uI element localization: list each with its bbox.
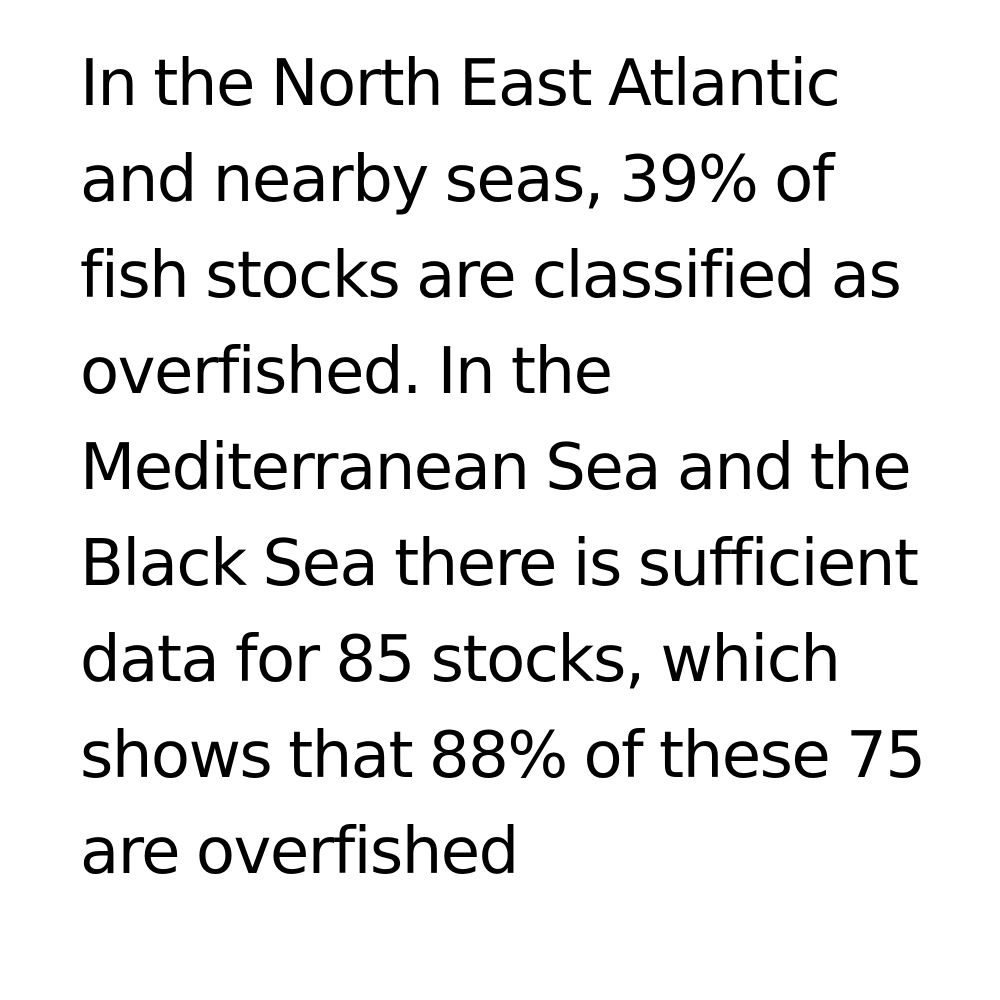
text-line-4: overfished. In the xyxy=(80,335,613,409)
text-line-5: Mediterranean Sea and the xyxy=(80,431,912,505)
text-line-2: and nearby seas, 39% of xyxy=(80,143,834,217)
text-line-9: are overfished xyxy=(80,815,519,889)
text-line-7: data for 85 stocks, which xyxy=(80,623,841,697)
text-line-3: fish stocks are classified as xyxy=(80,239,902,313)
text-line-1: In the North East Atlantic xyxy=(80,47,841,121)
body-text: In the North East Atlantic and nearby se… xyxy=(80,36,990,900)
text-line-6: Black Sea there is sufficient xyxy=(80,527,919,601)
text-line-8: shows that 88% of these 75 xyxy=(80,719,926,793)
